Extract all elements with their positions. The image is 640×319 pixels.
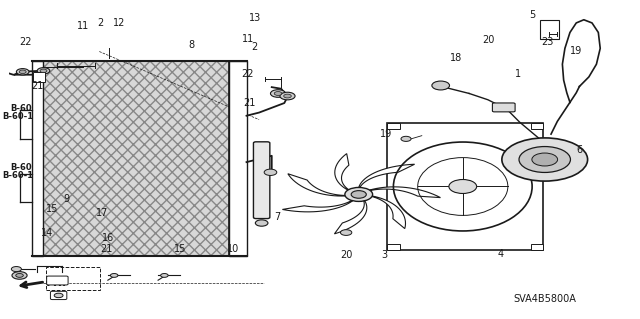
Text: 1: 1 <box>515 69 522 79</box>
FancyBboxPatch shape <box>47 276 68 285</box>
Bar <box>32 61 44 256</box>
Text: 23: 23 <box>541 37 554 47</box>
Bar <box>44 61 230 256</box>
Text: 5: 5 <box>529 10 535 20</box>
Circle shape <box>401 136 411 141</box>
Circle shape <box>532 153 557 166</box>
Text: 2: 2 <box>97 18 104 28</box>
FancyBboxPatch shape <box>253 142 270 219</box>
Circle shape <box>275 92 282 95</box>
Text: 4: 4 <box>497 249 504 259</box>
Text: 7: 7 <box>275 212 280 222</box>
FancyBboxPatch shape <box>51 291 67 300</box>
Text: 10: 10 <box>227 244 239 254</box>
Text: 8: 8 <box>189 40 195 50</box>
Circle shape <box>345 188 372 201</box>
Bar <box>44 61 230 256</box>
Text: 2: 2 <box>252 42 258 52</box>
Text: 16: 16 <box>102 233 115 243</box>
Text: 9: 9 <box>64 194 70 204</box>
Circle shape <box>17 69 29 75</box>
Circle shape <box>54 293 63 298</box>
Text: 21: 21 <box>243 98 256 108</box>
Bar <box>531 123 543 129</box>
Bar <box>387 123 400 129</box>
Text: 17: 17 <box>96 209 108 219</box>
Text: B-60-1: B-60-1 <box>3 171 34 180</box>
Polygon shape <box>288 174 345 196</box>
Circle shape <box>432 81 449 90</box>
Circle shape <box>284 94 291 98</box>
Circle shape <box>12 271 27 279</box>
Polygon shape <box>369 187 440 197</box>
Text: 19: 19 <box>380 129 392 139</box>
Text: B-60-1: B-60-1 <box>3 112 34 121</box>
Text: FR.: FR. <box>47 278 67 288</box>
Circle shape <box>16 273 23 277</box>
Text: 11: 11 <box>243 34 255 44</box>
Circle shape <box>519 146 570 173</box>
Bar <box>531 244 543 250</box>
Text: 15: 15 <box>174 244 186 254</box>
Polygon shape <box>372 196 406 229</box>
Circle shape <box>280 92 295 100</box>
Bar <box>33 72 45 82</box>
Circle shape <box>110 273 118 277</box>
Text: 19: 19 <box>570 46 582 56</box>
Bar <box>540 20 559 39</box>
Text: 15: 15 <box>45 204 58 214</box>
Text: B-60: B-60 <box>11 104 32 113</box>
Circle shape <box>264 169 276 175</box>
Polygon shape <box>359 164 415 188</box>
Text: 22: 22 <box>20 37 32 47</box>
Text: 21: 21 <box>100 244 113 254</box>
Text: 13: 13 <box>248 13 261 23</box>
Circle shape <box>502 138 588 181</box>
Polygon shape <box>335 201 367 234</box>
Text: 18: 18 <box>451 53 463 63</box>
Text: 22: 22 <box>241 69 253 79</box>
Text: SVA4B5800A: SVA4B5800A <box>513 294 576 304</box>
Text: B-60: B-60 <box>11 163 32 172</box>
Bar <box>387 123 543 250</box>
Bar <box>46 268 100 290</box>
Text: 20: 20 <box>340 250 352 260</box>
Text: 3: 3 <box>381 250 387 260</box>
Text: 21: 21 <box>31 81 44 92</box>
Circle shape <box>12 267 21 271</box>
Text: 11: 11 <box>77 21 90 31</box>
Bar <box>387 244 400 250</box>
Text: 14: 14 <box>40 227 52 238</box>
Circle shape <box>449 180 477 194</box>
Text: 20: 20 <box>482 35 494 45</box>
Circle shape <box>340 230 352 235</box>
Circle shape <box>19 70 26 74</box>
FancyBboxPatch shape <box>492 103 515 112</box>
Circle shape <box>37 68 50 74</box>
Circle shape <box>255 220 268 226</box>
Circle shape <box>40 69 47 72</box>
Bar <box>230 61 246 256</box>
Text: 6: 6 <box>577 145 582 155</box>
Circle shape <box>351 191 366 198</box>
Polygon shape <box>335 153 349 190</box>
Circle shape <box>271 90 285 97</box>
Text: 12: 12 <box>113 18 125 28</box>
Circle shape <box>161 273 168 277</box>
Polygon shape <box>282 200 353 212</box>
